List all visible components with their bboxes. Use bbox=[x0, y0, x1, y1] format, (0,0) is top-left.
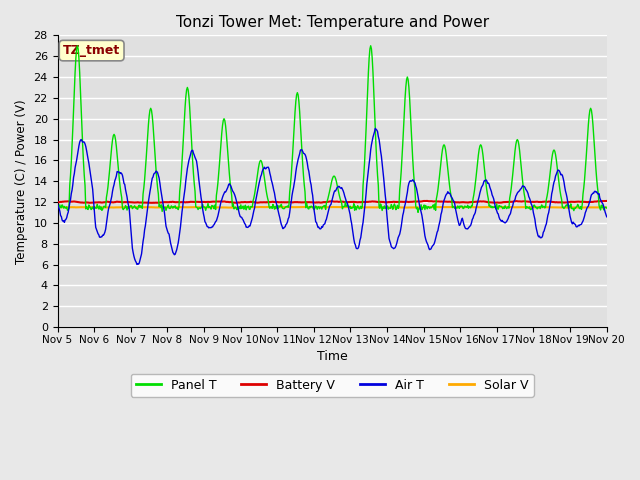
Battery V bbox=[416, 199, 424, 204]
Solar V bbox=[603, 204, 611, 210]
Panel T bbox=[177, 180, 184, 186]
Air T bbox=[54, 201, 61, 207]
Air T bbox=[603, 214, 611, 220]
Solar V bbox=[120, 204, 128, 210]
Solar V bbox=[176, 204, 184, 210]
Battery V bbox=[205, 199, 213, 205]
Battery V bbox=[400, 199, 408, 205]
Panel T bbox=[63, 207, 71, 213]
Line: Panel T: Panel T bbox=[58, 46, 607, 212]
Panel T bbox=[400, 125, 408, 131]
Solar V bbox=[63, 204, 71, 210]
Text: TZ_tmet: TZ_tmet bbox=[63, 44, 120, 57]
Air T bbox=[120, 180, 128, 186]
Air T bbox=[177, 224, 184, 229]
Solar V bbox=[345, 204, 353, 210]
Panel T bbox=[54, 204, 61, 209]
Air T bbox=[63, 212, 71, 217]
Battery V bbox=[120, 199, 128, 205]
Line: Battery V: Battery V bbox=[58, 201, 607, 203]
Air T bbox=[371, 126, 379, 132]
Y-axis label: Temperature (C) / Power (V): Temperature (C) / Power (V) bbox=[15, 99, 28, 264]
Air T bbox=[133, 262, 141, 267]
Air T bbox=[401, 204, 408, 210]
Solar V bbox=[401, 204, 408, 210]
Title: Tonzi Tower Met: Temperature and Power: Tonzi Tower Met: Temperature and Power bbox=[175, 15, 489, 30]
Panel T bbox=[414, 209, 422, 215]
Line: Solar V: Solar V bbox=[58, 207, 607, 208]
Air T bbox=[205, 225, 213, 230]
X-axis label: Time: Time bbox=[317, 350, 348, 363]
Battery V bbox=[603, 198, 611, 204]
Battery V bbox=[54, 199, 61, 205]
Legend: Panel T, Battery V, Air T, Solar V: Panel T, Battery V, Air T, Solar V bbox=[131, 374, 534, 397]
Air T bbox=[417, 206, 424, 212]
Panel T bbox=[417, 206, 424, 212]
Panel T bbox=[603, 205, 611, 211]
Panel T bbox=[121, 205, 129, 211]
Battery V bbox=[177, 199, 184, 205]
Panel T bbox=[74, 43, 81, 48]
Line: Air T: Air T bbox=[58, 129, 607, 264]
Battery V bbox=[147, 200, 154, 206]
Solar V bbox=[205, 204, 212, 210]
Battery V bbox=[423, 198, 431, 204]
Solar V bbox=[232, 205, 240, 211]
Solar V bbox=[417, 204, 424, 210]
Battery V bbox=[63, 199, 71, 204]
Panel T bbox=[205, 204, 213, 210]
Solar V bbox=[54, 204, 61, 210]
